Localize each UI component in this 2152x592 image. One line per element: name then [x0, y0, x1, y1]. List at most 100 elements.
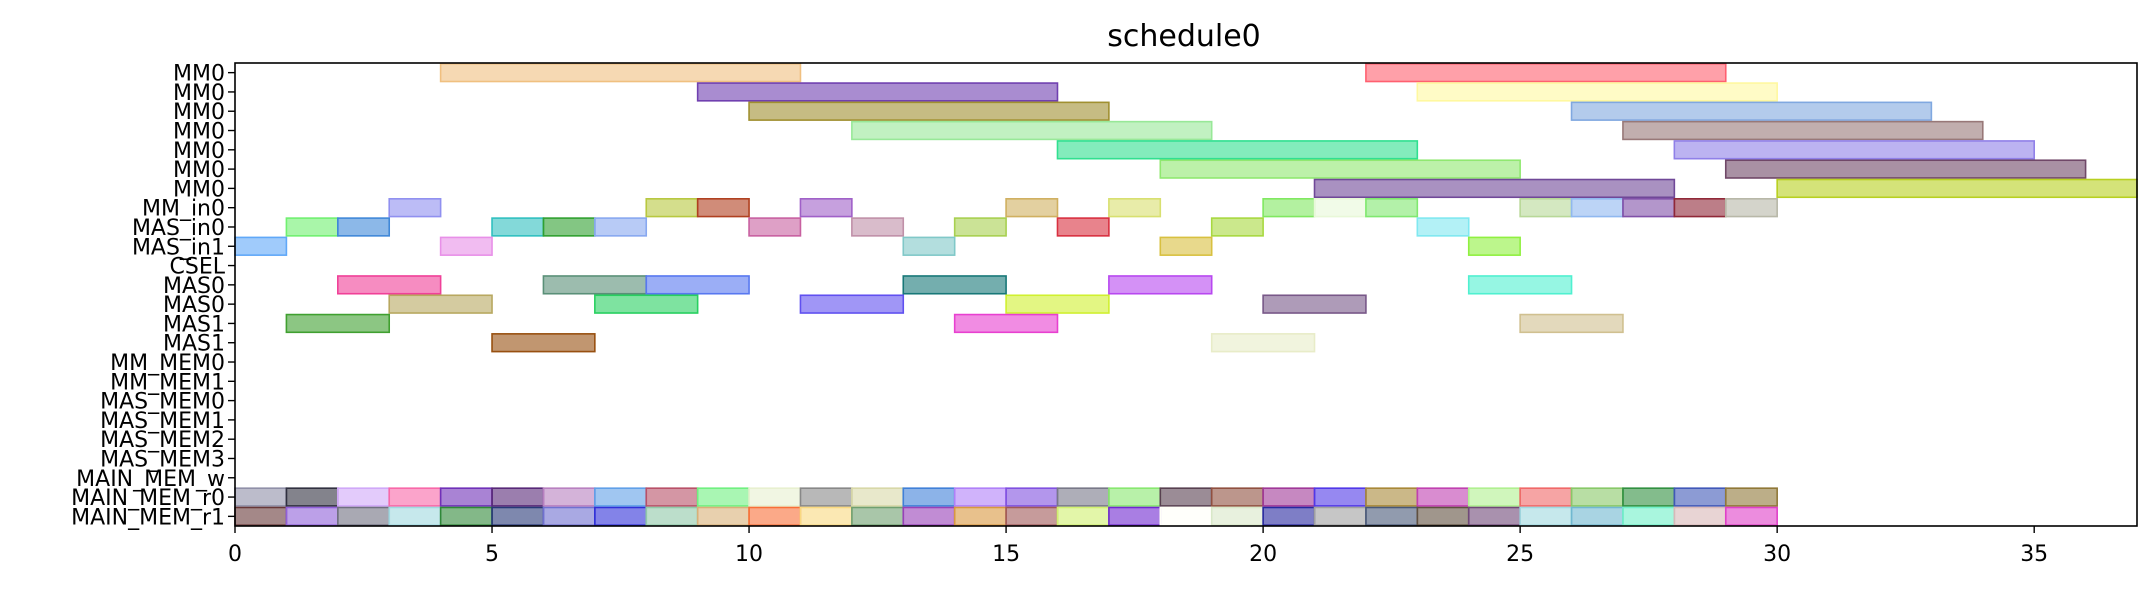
task-bar: [1519, 487, 1573, 507]
task-bar: [1108, 506, 1162, 527]
y-tick-label: MAS_MEM1: [100, 409, 225, 434]
task-bar: [1570, 101, 1933, 121]
task-bar: [594, 506, 648, 527]
y-tick-label: MAS_in0: [132, 216, 225, 241]
task-bar: [953, 217, 1007, 237]
task-bar: [234, 506, 288, 527]
task-bar: [542, 217, 596, 237]
y-tick-label: MM_MEM0: [110, 351, 225, 376]
task-bar: [1673, 140, 2035, 160]
task-bar: [1262, 198, 1316, 218]
y-tick-label: MAS_MEM2: [100, 428, 225, 453]
task-bar: [696, 198, 750, 218]
task-bar: [1005, 506, 1059, 527]
task-bar: [1056, 506, 1110, 527]
task-bar: [388, 294, 493, 314]
task-bar: [388, 198, 442, 218]
task-bar: [1416, 217, 1470, 237]
task-bar: [1416, 487, 1470, 507]
x-tick-label: 25: [1506, 542, 1534, 567]
y-tick-label: MM0: [173, 120, 225, 145]
task-bar: [1005, 198, 1059, 218]
task-bar: [439, 62, 802, 83]
chart-title: schedule0: [1107, 19, 1261, 54]
task-bar: [337, 506, 391, 527]
task-bar: [1313, 487, 1367, 507]
task-bar: [1622, 198, 1676, 218]
task-bar: [696, 506, 750, 527]
task-bar: [491, 217, 545, 237]
task-bar: [1724, 487, 1778, 507]
task-bar: [1673, 487, 1727, 507]
y-axis: MM0MM0MM0MM0MM0MM0MM0MM_in0MAS_in0MAS_in…: [71, 62, 235, 530]
task-bar: [1570, 198, 1624, 218]
task-bar: [1005, 294, 1110, 314]
task-bar: [953, 487, 1007, 507]
bars-layer: [234, 62, 2138, 527]
y-tick-label: MAIN_MEM_w: [76, 467, 225, 492]
x-tick-label: 30: [1763, 542, 1791, 567]
task-bar: [902, 236, 956, 256]
task-bar: [748, 217, 802, 237]
task-bar: [337, 217, 391, 237]
task-bar: [1365, 198, 1419, 218]
x-tick-label: 15: [992, 542, 1020, 567]
task-bar: [1210, 217, 1264, 237]
task-bar: [1519, 198, 1573, 218]
task-bar: [491, 506, 545, 527]
task-bar: [285, 217, 339, 237]
task-bar: [1159, 506, 1213, 527]
task-bar: [1365, 487, 1419, 507]
task-bar: [1519, 506, 1573, 527]
task-bar: [1570, 506, 1624, 527]
task-bar: [439, 236, 493, 256]
task-bar: [1159, 236, 1213, 256]
task-bar: [1108, 487, 1162, 507]
y-tick-label: CSEL: [170, 255, 226, 280]
task-bar: [1365, 506, 1419, 527]
task-bar: [1467, 506, 1521, 527]
task-bar: [696, 487, 750, 507]
x-tick-label: 35: [2020, 542, 2048, 567]
task-bar: [439, 487, 493, 507]
task-bar: [1622, 120, 1984, 141]
task-bar: [1365, 62, 1727, 83]
task-bar: [1467, 487, 1521, 507]
task-bar: [1210, 487, 1264, 507]
task-bar: [1313, 506, 1367, 527]
y-tick-label: MM0: [173, 62, 225, 87]
task-bar: [1724, 159, 2087, 179]
axes-frame: [234, 62, 2138, 527]
task-bar: [645, 198, 699, 218]
task-bar: [696, 82, 1059, 102]
task-bar: [1622, 487, 1676, 507]
y-tick-label: MAIN_MEM_r1: [71, 505, 225, 530]
y-tick-label: MM_in0: [142, 197, 225, 222]
x-tick-label: 0: [228, 542, 242, 567]
task-bar: [1005, 487, 1059, 507]
task-bar: [953, 313, 1059, 334]
task-bar: [1056, 217, 1110, 237]
task-bar: [337, 275, 442, 295]
task-bar: [1673, 198, 1727, 218]
task-bar: [645, 275, 750, 295]
task-bar: [1570, 487, 1624, 507]
task-bar: [388, 506, 442, 527]
task-bar: [1416, 82, 1778, 102]
task-bar: [1108, 275, 1213, 295]
task-bar: [542, 487, 596, 507]
task-bar: [1673, 506, 1727, 527]
task-bar: [748, 101, 1110, 121]
task-bar: [542, 275, 648, 295]
task-bar: [748, 506, 802, 527]
y-tick-label: MAS_MEM3: [100, 447, 225, 472]
task-bar: [1108, 198, 1162, 218]
y-tick-label: MAS0: [163, 293, 225, 318]
task-bar: [902, 275, 1007, 295]
task-bar: [234, 487, 288, 507]
task-bar: [902, 506, 956, 527]
y-tick-label: MAS_in1: [132, 235, 225, 260]
task-bar: [1416, 506, 1470, 527]
task-bar: [645, 506, 699, 527]
